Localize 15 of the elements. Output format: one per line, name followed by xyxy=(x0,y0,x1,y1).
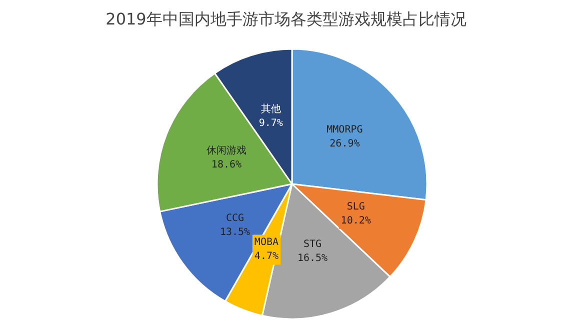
slice-label: SLG xyxy=(346,201,365,212)
data-label: 26.9% xyxy=(330,138,360,150)
data-label: 18.6% xyxy=(211,159,242,170)
chart-title: 2019年中国内地手游市场各类型游戏规模占比情况 xyxy=(106,10,466,28)
slice-label: 休闲游戏 xyxy=(206,144,246,156)
slice-label: MOBA xyxy=(254,237,279,248)
data-label: 13.5% xyxy=(220,226,250,238)
slice-label: MMORPG xyxy=(326,124,363,136)
data-label: 10.2% xyxy=(340,215,371,226)
slice-label: CCG xyxy=(226,212,244,224)
slice-label: 其他 xyxy=(260,103,281,116)
data-label: 4.7% xyxy=(254,251,279,262)
data-label: 9.7% xyxy=(258,118,283,130)
data-label: 16.5% xyxy=(297,252,328,264)
slice-label: STG xyxy=(303,238,322,250)
